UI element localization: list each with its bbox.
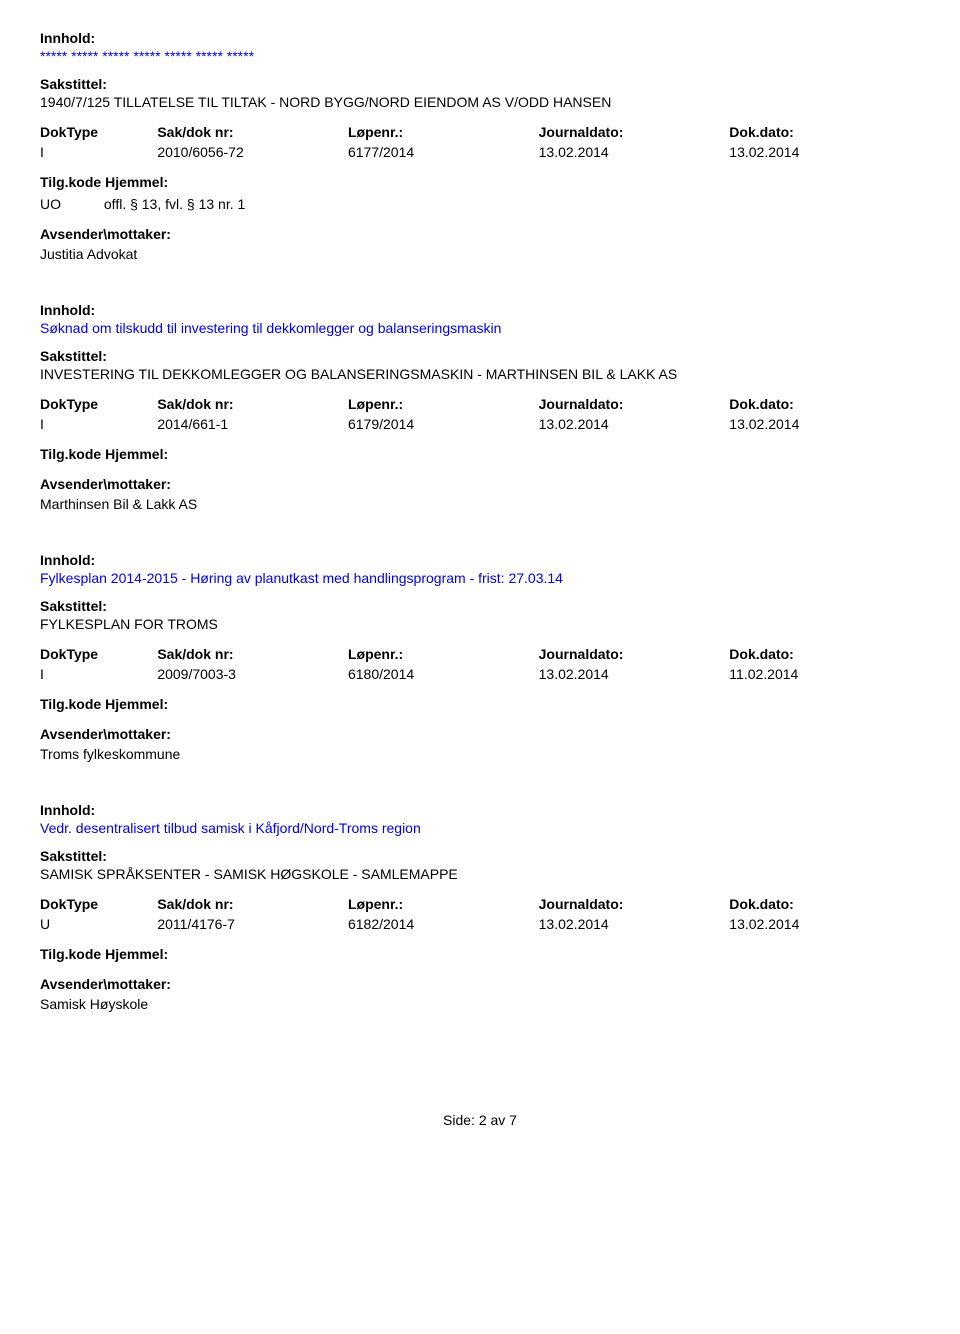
- doktype-value: I: [40, 414, 157, 434]
- dokdato-value: 13.02.2014: [729, 414, 920, 434]
- col-lopenr: Løpenr.:: [348, 122, 539, 142]
- tilgkode-value: UO: [40, 196, 100, 212]
- avsender-label: Avsender\mottaker:: [40, 726, 920, 742]
- tilgkode-label: Tilg.kode: [40, 946, 101, 962]
- sakstittel-text: FYLKESPLAN FOR TROMS: [40, 616, 920, 632]
- record: Innhold: ***** ***** ***** ***** ***** *…: [40, 30, 920, 262]
- col-doktype: DokType: [40, 122, 157, 142]
- innhold-label: Innhold:: [40, 302, 920, 318]
- saknr-value: 2009/7003-3: [157, 664, 348, 684]
- lopenr-value: 6182/2014: [348, 914, 539, 934]
- lopenr-value: 6179/2014: [348, 414, 539, 434]
- col-saknr: Sak/dok nr:: [157, 894, 348, 914]
- innhold-text: Søknad om tilskudd til investering til d…: [40, 320, 920, 336]
- hjemmel-row: Tilg.kode Hjemmel:: [40, 174, 920, 190]
- tilgkode-label: Tilg.kode: [40, 696, 101, 712]
- tilgkode-label: Tilg.kode: [40, 446, 101, 462]
- sakstittel-label: Sakstittel:: [40, 76, 920, 92]
- dokdato-value: 11.02.2014: [729, 664, 920, 684]
- saknr-value: 2010/6056-72: [157, 142, 348, 162]
- hjemmel-label: Hjemmel:: [105, 696, 168, 712]
- lopenr-value: 6180/2014: [348, 664, 539, 684]
- col-saknr: Sak/dok nr:: [157, 644, 348, 664]
- details-table: DokType Sak/dok nr: Løpenr.: Journaldato…: [40, 894, 920, 934]
- avsender-value: Troms fylkeskommune: [40, 746, 920, 762]
- col-doktype: DokType: [40, 644, 157, 664]
- hjemmel-row: Tilg.kode Hjemmel:: [40, 946, 920, 962]
- avsender-label: Avsender\mottaker:: [40, 976, 920, 992]
- col-lopenr: Løpenr.:: [348, 644, 539, 664]
- dokdato-value: 13.02.2014: [729, 142, 920, 162]
- doktype-value: I: [40, 142, 157, 162]
- lopenr-value: 6177/2014: [348, 142, 539, 162]
- sakstittel-label: Sakstittel:: [40, 598, 920, 614]
- innhold-label: Innhold:: [40, 802, 920, 818]
- hjemmel-value: offl. § 13, fvl. § 13 nr. 1: [104, 196, 245, 212]
- dokdato-value: 13.02.2014: [729, 914, 920, 934]
- page-footer: Side: 2 av 7: [40, 1112, 920, 1128]
- journaldato-value: 13.02.2014: [539, 664, 730, 684]
- avsender-label: Avsender\mottaker:: [40, 226, 920, 242]
- journaldato-value: 13.02.2014: [539, 914, 730, 934]
- col-saknr: Sak/dok nr:: [157, 122, 348, 142]
- avsender-label: Avsender\mottaker:: [40, 476, 920, 492]
- saknr-value: 2014/661-1: [157, 414, 348, 434]
- sakstittel-text: SAMISK SPRÅKSENTER - SAMISK HØGSKOLE - S…: [40, 866, 920, 882]
- sakstittel-label: Sakstittel:: [40, 848, 920, 864]
- tilgkode-label: Tilg.kode: [40, 174, 101, 190]
- sakstittel-text: INVESTERING TIL DEKKOMLEGGER OG BALANSER…: [40, 366, 920, 382]
- avsender-value: Marthinsen Bil & Lakk AS: [40, 496, 920, 512]
- journaldato-value: 13.02.2014: [539, 414, 730, 434]
- details-table: DokType Sak/dok nr: Løpenr.: Journaldato…: [40, 394, 920, 434]
- sakstittel-label: Sakstittel:: [40, 348, 920, 364]
- innhold-label: Innhold:: [40, 552, 920, 568]
- hjemmel-label: Hjemmel:: [105, 174, 168, 190]
- sakstittel-text: 1940/7/125 TILLATELSE TIL TILTAK - NORD …: [40, 94, 920, 110]
- col-dokdato: Dok.dato:: [729, 894, 920, 914]
- innhold-text: Vedr. desentralisert tilbud samisk i Kåf…: [40, 820, 920, 836]
- col-journaldato: Journaldato:: [539, 122, 730, 142]
- doktype-value: U: [40, 914, 157, 934]
- col-lopenr: Løpenr.:: [348, 394, 539, 414]
- hjemmel-label: Hjemmel:: [105, 446, 168, 462]
- innhold-text: ***** ***** ***** ***** ***** ***** ****…: [40, 48, 920, 64]
- record: Innhold: Vedr. desentralisert tilbud sam…: [40, 802, 920, 1012]
- record: Innhold: Fylkesplan 2014-2015 - Høring a…: [40, 552, 920, 762]
- avsender-value: Justitia Advokat: [40, 246, 920, 262]
- col-doktype: DokType: [40, 394, 157, 414]
- innhold-label: Innhold:: [40, 30, 920, 46]
- col-journaldato: Journaldato:: [539, 894, 730, 914]
- doktype-value: I: [40, 664, 157, 684]
- document-page: Innhold: ***** ***** ***** ***** ***** *…: [0, 0, 960, 1148]
- hjemmel-value-line: UO offl. § 13, fvl. § 13 nr. 1: [40, 196, 920, 212]
- col-journaldato: Journaldato:: [539, 394, 730, 414]
- col-dokdato: Dok.dato:: [729, 644, 920, 664]
- hjemmel-row: Tilg.kode Hjemmel:: [40, 696, 920, 712]
- record: Innhold: Søknad om tilskudd til invester…: [40, 302, 920, 512]
- col-dokdato: Dok.dato:: [729, 122, 920, 142]
- avsender-value: Samisk Høyskole: [40, 996, 920, 1012]
- saknr-value: 2011/4176-7: [157, 914, 348, 934]
- col-saknr: Sak/dok nr:: [157, 394, 348, 414]
- col-doktype: DokType: [40, 894, 157, 914]
- hjemmel-label: Hjemmel:: [105, 946, 168, 962]
- col-lopenr: Løpenr.:: [348, 894, 539, 914]
- col-journaldato: Journaldato:: [539, 644, 730, 664]
- hjemmel-row: Tilg.kode Hjemmel:: [40, 446, 920, 462]
- col-dokdato: Dok.dato:: [729, 394, 920, 414]
- innhold-text: Fylkesplan 2014-2015 - Høring av planutk…: [40, 570, 920, 586]
- details-table: DokType Sak/dok nr: Løpenr.: Journaldato…: [40, 122, 920, 162]
- journaldato-value: 13.02.2014: [539, 142, 730, 162]
- details-table: DokType Sak/dok nr: Løpenr.: Journaldato…: [40, 644, 920, 684]
